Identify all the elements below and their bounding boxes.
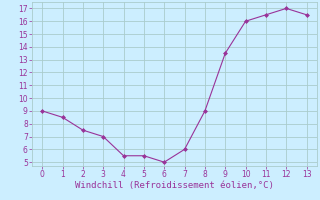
X-axis label: Windchill (Refroidissement éolien,°C): Windchill (Refroidissement éolien,°C) xyxy=(75,181,274,190)
